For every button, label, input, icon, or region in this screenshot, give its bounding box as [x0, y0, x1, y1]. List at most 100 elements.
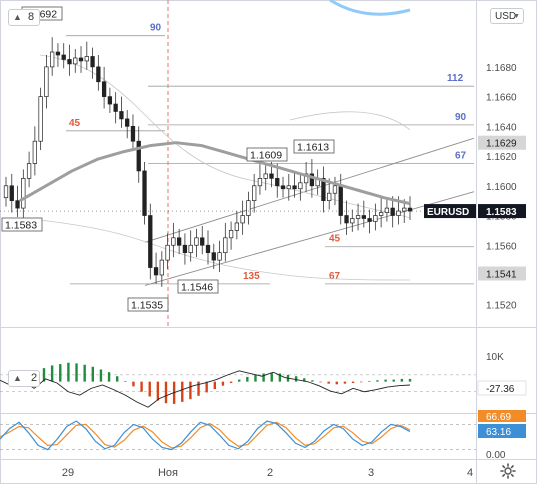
time-tick-label: 29 [62, 467, 74, 479]
envelope-upper-line [289, 111, 411, 131]
price-callout-box [177, 279, 219, 294]
candle-body [332, 185, 338, 194]
gear-icon[interactable] [500, 463, 516, 479]
candle-body [200, 237, 205, 246]
price-tick-label: 1.1620 [486, 152, 517, 163]
candle-body [194, 237, 199, 246]
candle-body [182, 244, 188, 254]
candle-body [223, 237, 228, 254]
fib-level-label: 45 [69, 118, 81, 129]
candle-body [228, 230, 234, 239]
candle-body [50, 51, 55, 68]
fib-level-label: 67 [455, 151, 467, 162]
fib-level-label: 90 [455, 112, 467, 123]
candle-body [9, 185, 14, 202]
candle-body [44, 66, 49, 97]
candle-body [125, 118, 130, 127]
candle-body [32, 140, 38, 164]
candle-body [286, 185, 291, 190]
candle-body [407, 207, 413, 212]
price-callout-label: 1.1609 [250, 150, 282, 162]
moving-average-line [19, 141, 411, 206]
candle-body [67, 59, 72, 65]
current-price-tag [478, 204, 526, 219]
candle-body [176, 237, 182, 246]
macd-value-label: -27.36 [486, 384, 515, 395]
symbol-tag-box [424, 204, 476, 219]
price-callout-box [246, 147, 288, 162]
candle-body [96, 66, 101, 83]
candle-body [355, 215, 361, 219]
currency-value: USD [495, 11, 517, 22]
oscillator-pane-collapse-button[interactable]: ▲ 2 [8, 370, 40, 387]
macd-axis-label: 10K [486, 352, 504, 363]
candle-body [107, 96, 113, 105]
candle-body [113, 103, 118, 112]
candle-body [269, 173, 274, 179]
price-callout-label: 1.1535 [131, 300, 163, 312]
channel-upper-line [144, 137, 475, 243]
candle-body [396, 210, 401, 216]
price-tick-label: 1.1520 [486, 301, 517, 312]
fib-level-label: 135 [243, 271, 260, 282]
candle-body [26, 163, 32, 179]
price-axis-tag-label: 1.1541 [486, 269, 517, 280]
candle-body [21, 178, 26, 209]
candle-body [15, 200, 20, 209]
envelope-lower-line [39, 219, 410, 281]
candle-body [38, 96, 43, 142]
candle-body [240, 215, 245, 224]
fib-level-label: 45 [329, 234, 341, 245]
candle-body [321, 178, 326, 202]
macd-line [0, 370, 411, 408]
candle-body [344, 215, 349, 224]
candle-body [378, 212, 384, 216]
price-axis-tag [478, 266, 526, 281]
stoch-d-tag [478, 410, 526, 422]
price-callout-label: 1.1613 [297, 142, 329, 154]
time-tick-label: Ноя [158, 467, 178, 479]
collapse-arrow-icon: ▲ [13, 373, 22, 383]
price-callout-label: 1.1583 [5, 220, 37, 232]
symbol-tag-label: EURUSD [427, 207, 469, 218]
current-price-label: 1.1583 [486, 207, 517, 218]
candle-body [384, 207, 390, 213]
stoch-d-line [0, 421, 411, 449]
candle-body [350, 218, 355, 224]
fib-level-label: 90 [150, 23, 162, 34]
candle-body [188, 244, 193, 254]
price-tick-label: 1.1680 [486, 63, 517, 74]
candle-body [55, 51, 61, 56]
candle-body [130, 125, 136, 142]
fib-level-label: 112 [447, 73, 464, 84]
candle-body [298, 182, 303, 190]
macd-histogram-group [42, 362, 412, 404]
candle-body [3, 185, 9, 199]
candle-body [275, 178, 280, 187]
candle-body [280, 185, 286, 190]
candle-body [165, 244, 170, 261]
candle-body [61, 54, 66, 60]
candle-body [78, 57, 84, 62]
price-tick-label: 1.1600 [486, 182, 517, 193]
price-tick-label: 1.1660 [486, 93, 517, 104]
currency-select[interactable]: USD ▼ [490, 8, 524, 24]
time-tick-label: 2 [267, 467, 273, 479]
main-pane-count: 8 [28, 11, 35, 23]
price-axis-tag-label: 1.1629 [486, 139, 517, 150]
candle-body [119, 111, 124, 120]
main-pane-collapse-button[interactable]: ▲ 8 [8, 9, 40, 26]
candle-body [90, 56, 95, 68]
price-callout-label: 1.1546 [181, 282, 213, 294]
stoch-axis-label: 0.00 [486, 450, 506, 461]
candle-body [211, 252, 216, 261]
candle-body [73, 57, 78, 65]
candle-body [373, 215, 378, 222]
time-tick-label: 4 [467, 467, 473, 479]
macd-value-tag [477, 380, 527, 396]
chevron-down-icon: ▼ [513, 13, 520, 20]
candle-body [309, 173, 315, 187]
candle-body [402, 207, 407, 212]
